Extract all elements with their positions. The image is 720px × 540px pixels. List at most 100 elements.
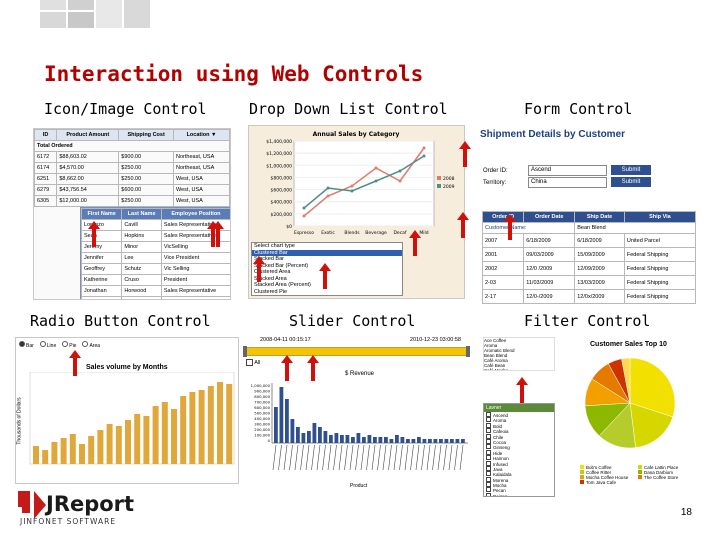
dropdown-option[interactable]: Clustered Area: [254, 269, 291, 275]
filter-check-item[interactable]: Cafeoia: [484, 428, 554, 434]
checkbox[interactable]: [486, 433, 491, 439]
dropdown-option[interactable]: Stacked Bar: [254, 256, 284, 262]
bar[interactable]: [318, 427, 322, 443]
checkbox[interactable]: [486, 417, 491, 423]
checkbox[interactable]: [486, 428, 491, 434]
filter-check-item[interactable]: Cocoa: [484, 438, 554, 445]
bar[interactable]: [455, 439, 460, 443]
bar[interactable]: [389, 439, 394, 443]
filter-check-item[interactable]: Pecan: [484, 487, 554, 493]
filter-check-item[interactable]: Hide: [484, 449, 554, 456]
bar[interactable]: [301, 433, 306, 443]
dropdown-option[interactable]: Stacked Bar (Percent): [254, 262, 309, 269]
popup-row[interactable]: Geoffrey Schutz Vic Selling: [80, 263, 230, 275]
bar[interactable]: [307, 431, 311, 443]
table-row[interactable]: 6279 $43,756.54 $600.00 West, USA: [34, 184, 230, 196]
slider-handle-right[interactable]: [466, 346, 470, 357]
checkbox[interactable]: [486, 482, 491, 488]
checkbox[interactable]: [486, 438, 491, 444]
filter-list-item[interactable]: Bean Blend: [484, 353, 508, 358]
checkbox[interactable]: [486, 460, 491, 466]
filter-check-item[interactable]: Reigna: [484, 492, 554, 496]
all-checkbox[interactable]: [246, 359, 253, 366]
territory-select[interactable]: China: [528, 177, 607, 188]
bar[interactable]: [106, 424, 113, 464]
bar[interactable]: [33, 446, 39, 464]
bar[interactable]: [444, 439, 449, 443]
filter-check-item[interactable]: Ginseng: [484, 444, 554, 450]
checkbox[interactable]: [486, 487, 491, 493]
bar[interactable]: [88, 436, 95, 464]
bar[interactable]: [115, 426, 122, 464]
bar[interactable]: [285, 399, 289, 443]
bar[interactable]: [51, 442, 58, 464]
bar[interactable]: [340, 435, 344, 443]
bar[interactable]: [60, 438, 67, 464]
filter-list-item[interactable]: Café Aroma: [484, 358, 508, 363]
table-row[interactable]: 6172 $88,603.02 $900.00 Northeast, USA: [34, 151, 230, 163]
pie-slice[interactable]: [629, 357, 676, 418]
checkbox[interactable]: [486, 412, 491, 417]
table-row[interactable]: 2-03 11/03/2009 13/03/2009 Federal Shipping: [481, 275, 697, 290]
bar[interactable]: [226, 384, 233, 464]
bar[interactable]: [198, 390, 205, 464]
bar[interactable]: [428, 439, 432, 443]
bar[interactable]: [406, 439, 410, 443]
bar[interactable]: [411, 439, 416, 443]
filter-icon[interactable]: ▼: [211, 132, 217, 138]
filter-check-item[interactable]: Infused: [484, 460, 554, 467]
filter-check-item[interactable]: Chile: [484, 433, 554, 440]
table-row[interactable]: 6305 $12,000.00 $250.00 West, USA: [34, 195, 230, 207]
bar[interactable]: [42, 450, 49, 464]
filter-check-item[interactable]: Hannon: [484, 455, 554, 461]
bar[interactable]: [433, 439, 438, 443]
radio-circle[interactable]: [39, 341, 46, 347]
bar[interactable]: [450, 439, 454, 443]
table-row[interactable]: 6251 $8,662.00 $250.00 West, USA: [34, 173, 230, 185]
bar[interactable]: [143, 416, 150, 464]
bar[interactable]: [79, 444, 85, 464]
bar[interactable]: [323, 431, 328, 443]
radio-option-bar[interactable]: Bar: [19, 341, 34, 349]
table-row[interactable]: 2001 09/03/2009 15/09/2009 Federal Shipping: [481, 247, 697, 262]
filter-check-item[interactable]: Mocha: [484, 482, 554, 488]
territory-submit-button[interactable]: Submit: [611, 177, 651, 187]
bar[interactable]: [351, 437, 355, 443]
bar[interactable]: [329, 435, 333, 443]
filter-check-item[interactable]: Aroma: [484, 417, 554, 423]
bar[interactable]: [422, 439, 427, 443]
checkbox[interactable]: [486, 465, 491, 471]
bar[interactable]: [134, 414, 141, 464]
bar[interactable]: [152, 406, 159, 464]
radio-circle[interactable]: [62, 341, 69, 347]
table-row[interactable]: 6174 $4,570.00 $250.00 Northeast, USA: [34, 162, 230, 174]
col-location[interactable]: Location ▼: [173, 129, 230, 141]
popup-row[interactable]: Jennifer Lee Vice President: [80, 252, 230, 264]
bar[interactable]: [217, 382, 223, 464]
bar[interactable]: [125, 420, 131, 464]
radio-option-line[interactable]: Line: [39, 341, 56, 349]
filter-list-item[interactable]: Aroma: [484, 343, 498, 348]
bar[interactable]: [207, 386, 214, 464]
bar[interactable]: [356, 433, 361, 443]
bar[interactable]: [362, 437, 366, 443]
bar[interactable]: [400, 437, 405, 443]
order-id-select[interactable]: Ascend: [528, 165, 607, 176]
bar[interactable]: [384, 437, 388, 443]
bar[interactable]: [296, 427, 300, 443]
bar[interactable]: [367, 435, 372, 443]
checkbox[interactable]: [486, 444, 491, 450]
order-submit-button[interactable]: Submit: [611, 165, 651, 175]
popup-row[interactable]: JohnnyRaynerSales Representative: [80, 296, 230, 299]
filter-check-item[interactable]: Ascend: [484, 412, 554, 418]
filter-list-item[interactable]: Aromatic Blend: [484, 348, 515, 353]
bar[interactable]: [171, 409, 177, 464]
filter-list-item[interactable]: Ace Coffee: [484, 338, 507, 343]
filter-check-item[interactable]: Java: [484, 465, 554, 472]
bar[interactable]: [161, 402, 168, 464]
date-slider[interactable]: [243, 346, 470, 357]
bar[interactable]: [290, 419, 295, 443]
checkbox[interactable]: [486, 492, 491, 496]
filter-list-item[interactable]: Café Bean: [484, 363, 506, 368]
filter-list-item[interactable]: Café Mocha: [484, 368, 509, 371]
